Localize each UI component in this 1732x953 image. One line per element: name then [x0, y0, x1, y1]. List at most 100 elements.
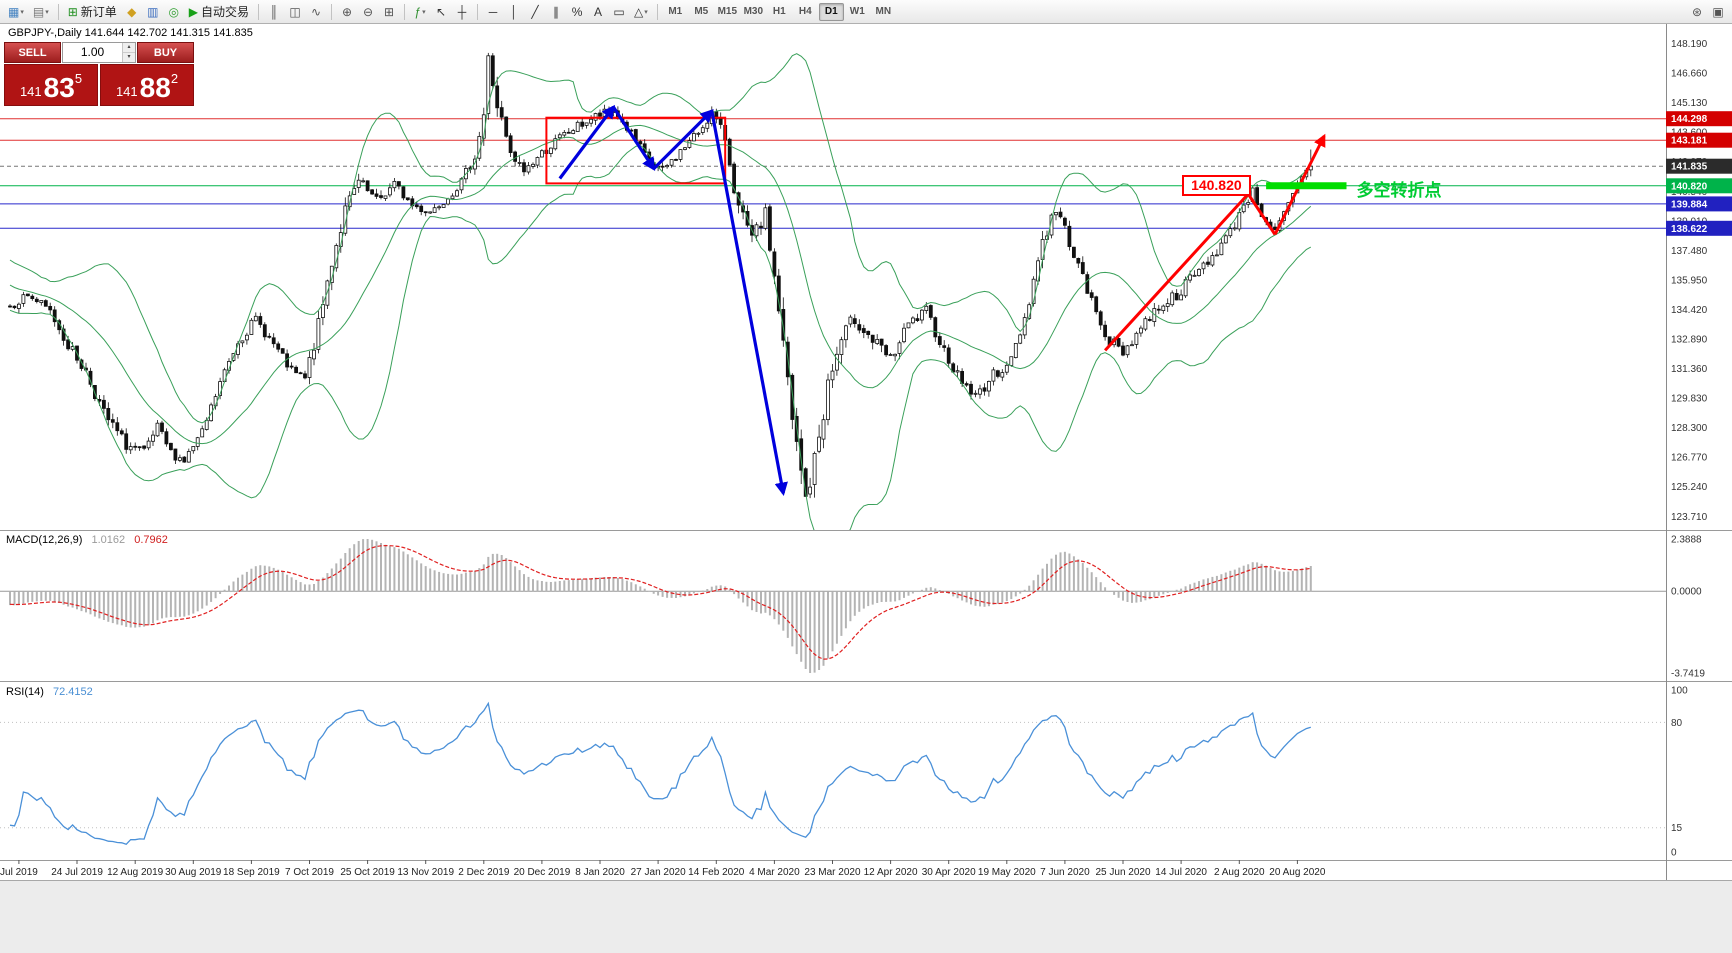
consolidation-rectangle[interactable] [545, 116, 727, 185]
tile-windows-icon-button[interactable]: ⊞ [379, 2, 399, 22]
red-trend-arrow-0[interactable] [1103, 192, 1250, 352]
indicators-icon-button[interactable]: ƒ ▾ [410, 2, 430, 22]
sell-price-display[interactable]: 141 83 5 [4, 64, 98, 106]
buy-price-display[interactable]: 141 88 2 [100, 64, 194, 106]
blue-arrow-3[interactable] [710, 110, 788, 496]
candlestick-chart-icon-button[interactable]: ◫ [285, 2, 305, 22]
bollinger-middle-band [9, 124, 1312, 445]
turning-point-label[interactable]: 多空转折点 [1356, 180, 1442, 200]
shapes-icon-button[interactable]: △ ▾ [630, 2, 652, 22]
svg-text:128.300: 128.300 [1671, 423, 1708, 434]
new-chart-icon-button[interactable]: ▦ ▾ [4, 2, 28, 22]
text-icon-button[interactable]: A [588, 2, 608, 22]
bollinger-bands [9, 53, 1312, 530]
svg-text:Jul 2019: Jul 2019 [0, 867, 38, 878]
market-watch-icon-button[interactable]: ▥ [143, 2, 163, 22]
cursor-icon-button[interactable]: ↖ [431, 2, 451, 22]
bar-chart-icon-button[interactable]: ║ [264, 2, 284, 22]
vertical-line-icon-button[interactable]: │ [504, 2, 524, 22]
toolbar-separator [656, 3, 658, 20]
buy-button[interactable]: BUY [137, 42, 194, 63]
rsi-value: 72.4152 [52, 686, 93, 698]
timeframe-m1[interactable]: M1 [668, 6, 683, 17]
blue-arrow-2[interactable] [652, 109, 714, 170]
zoom-out-icon-button[interactable]: ⊖ [358, 2, 378, 22]
chart-annotations[interactable] [545, 104, 1347, 496]
lot-size-field[interactable]: 1.00 ▴ ▾ [62, 42, 136, 63]
toolbar-separator [331, 3, 333, 20]
date-axis[interactable]: Jul 2019 24 Jul 2019 12 Aug 2019 30 Aug 201… [0, 860, 1326, 878]
svg-text:24 Jul 2019: 24 Jul 2019 [51, 867, 103, 878]
autotrading-button[interactable]: ▶ 自动交易 [185, 2, 253, 22]
svg-text:15: 15 [1671, 823, 1683, 834]
tile-windows-icon: ⊞ [384, 4, 395, 19]
timeframe-h4[interactable]: H4 [798, 6, 812, 17]
timeframe-h1[interactable]: H1 [772, 6, 786, 17]
blue-arrow-1[interactable] [612, 106, 656, 172]
line-chart-icon-button[interactable]: ∿ [306, 2, 326, 22]
svg-text:30 Apr 2020: 30 Apr 2020 [922, 867, 976, 878]
timeframe-d1[interactable]: D1 [818, 2, 844, 21]
timeframe-mn[interactable]: MN [875, 6, 892, 17]
svg-text:123.710: 123.710 [1671, 512, 1708, 523]
trendline-icon-button[interactable]: ╱ [525, 2, 545, 22]
equidistant-channel-icon: ∥ [553, 4, 560, 19]
toolbar-separator [404, 3, 406, 20]
zoom-in-icon-button[interactable]: ⊕ [337, 2, 357, 22]
svg-text:7 Jun 2020: 7 Jun 2020 [1040, 867, 1090, 878]
macd-indicator-label: MACD(12,26,9) 1.0162 0.7962 [6, 534, 168, 546]
horizontal-price-lines[interactable] [0, 118, 1666, 229]
timeframe-m30[interactable]: M30 [743, 6, 764, 17]
crosshair-icon-button[interactable]: ┼ [452, 2, 472, 22]
cursor-icon: ↖ [436, 4, 447, 19]
toolbar-separator [477, 3, 479, 20]
profiles-icon-button[interactable]: ▤ ▾ [29, 2, 53, 22]
indicators-icon: ƒ [414, 4, 422, 19]
svg-text:2.3888: 2.3888 [1671, 535, 1702, 546]
chart-shift-icon-button[interactable]: ▣ [1708, 2, 1728, 22]
macd-main-value: 1.0162 [91, 534, 126, 546]
text-icon: A [594, 4, 603, 19]
blue-arrow-0[interactable] [558, 104, 616, 180]
svg-text:129.830: 129.830 [1671, 394, 1708, 405]
horizontal-line-icon-button[interactable]: ─ [483, 2, 503, 22]
rsi-line [9, 701, 1311, 846]
fibonacci-icon-button[interactable]: % [567, 2, 587, 22]
spinner-down-icon[interactable]: ▾ [123, 53, 135, 62]
lot-size-value[interactable]: 1.00 [80, 45, 105, 59]
svg-text:2 Dec 2019: 2 Dec 2019 [458, 867, 510, 878]
sell-button[interactable]: SELL [4, 42, 61, 63]
spinner-up-icon[interactable]: ▴ [123, 43, 135, 53]
red-trend-arrow-1[interactable] [1246, 193, 1277, 236]
price-callout-label[interactable]: 140.820 [1182, 174, 1251, 196]
timeframe-w1[interactable]: W1 [849, 6, 865, 17]
new-order-button[interactable]: ⊞ 新订单 [64, 2, 121, 22]
svg-text:148.190: 148.190 [1671, 39, 1708, 50]
search-icon-button[interactable]: ⊛ [1687, 2, 1707, 22]
alerts-icon-button[interactable]: ◆ [122, 2, 142, 22]
rsi-axis[interactable]: 100 80 15 0 [1671, 686, 1688, 859]
equidistant-channel-icon-button[interactable]: ∥ [546, 2, 566, 22]
timeframe-m15[interactable]: M15 [717, 6, 738, 17]
sell-price-main: 83 [43, 72, 75, 103]
svg-text:4 Mar 2020: 4 Mar 2020 [749, 867, 800, 878]
label-icon-button[interactable]: ▭ [609, 2, 629, 22]
rsi-indicator-label: RSI(14) 72.4152 [6, 686, 93, 698]
macd-axis[interactable]: 2.3888 0.0000 -3.7419 [1671, 535, 1705, 680]
macd-label: MACD(12,26,9) [6, 534, 83, 546]
price-axis[interactable]: 148.190146.660145.130143.600142.070140.5… [1666, 39, 1732, 523]
price-tag-141.835 [1666, 158, 1732, 174]
bollinger-lower-band [9, 144, 1312, 530]
symbol-ohlc-label: GBPJPY-,Daily 141.644 142.702 141.315 14… [8, 27, 253, 39]
timeframe-m5[interactable]: M5 [694, 6, 709, 17]
svg-text:132.890: 132.890 [1671, 334, 1708, 345]
svg-text:13 Nov 2019: 13 Nov 2019 [397, 867, 454, 878]
bottom-filler [0, 880, 1732, 953]
svg-text:126.770: 126.770 [1671, 453, 1708, 464]
buy-price-main: 88 [139, 72, 171, 103]
community-icon-button[interactable]: ◎ [164, 2, 184, 22]
svg-text:141.835: 141.835 [1671, 162, 1708, 173]
lot-spinner[interactable]: ▴ ▾ [122, 43, 135, 62]
